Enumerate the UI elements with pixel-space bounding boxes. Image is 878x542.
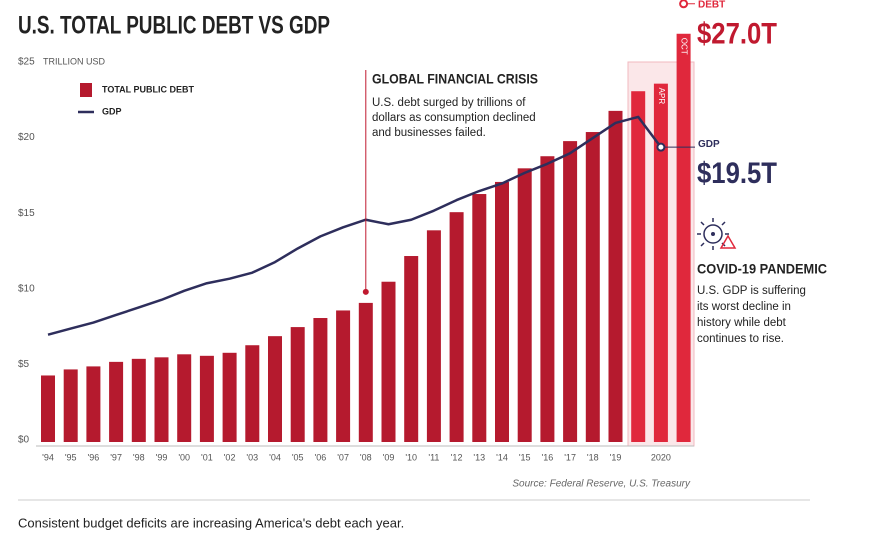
bar bbox=[268, 336, 282, 442]
bar bbox=[222, 352, 237, 442]
annotation-text: dollars as consumption declined bbox=[372, 112, 536, 124]
annotation-text: history while debt bbox=[697, 317, 787, 329]
bar bbox=[63, 369, 78, 442]
bar bbox=[631, 91, 646, 442]
x-tick-label: '00 bbox=[178, 452, 190, 462]
bar-label: APR bbox=[657, 88, 666, 105]
legend-swatch bbox=[80, 83, 92, 97]
callout-label: GDP bbox=[698, 139, 720, 150]
y-tick-label: $20 bbox=[18, 132, 35, 143]
x-tick-label: '12 bbox=[451, 452, 463, 462]
x-tick-label: '07 bbox=[337, 452, 349, 462]
bar bbox=[653, 83, 668, 442]
x-tick-label: '99 bbox=[156, 452, 168, 462]
x-tick-label: '94 bbox=[42, 452, 54, 462]
bar bbox=[585, 132, 600, 443]
bar bbox=[608, 110, 623, 442]
x-tick-label: '05 bbox=[292, 452, 304, 462]
x-tick-label: '10 bbox=[405, 452, 417, 462]
x-tick-label: '03 bbox=[246, 452, 258, 462]
chart-title: U.S. TOTAL PUBLIC DEBT VS GDP bbox=[18, 12, 330, 40]
bar bbox=[449, 212, 464, 442]
bar bbox=[676, 33, 691, 442]
callout-label: DEBT bbox=[698, 0, 725, 10]
callout-value: $27.0T bbox=[697, 18, 777, 51]
annotation-text: its worst decline in bbox=[697, 301, 791, 313]
bar bbox=[41, 375, 55, 442]
bar bbox=[290, 327, 305, 442]
x-tick-label: '95 bbox=[65, 452, 77, 462]
caption: Consistent budget deficits are increasin… bbox=[18, 515, 404, 530]
annotation-title: COVID-19 PANDEMIC bbox=[697, 261, 827, 277]
x-tick-label: '09 bbox=[383, 452, 395, 462]
gdp-line bbox=[47, 115, 662, 336]
bar bbox=[404, 256, 419, 442]
bar bbox=[109, 361, 124, 442]
bar bbox=[245, 345, 260, 442]
bar bbox=[131, 358, 146, 442]
bar bbox=[563, 141, 578, 442]
x-tick-label: '14 bbox=[496, 452, 508, 462]
bar-label: OCT bbox=[679, 38, 688, 55]
annotation-text: continues to rise. bbox=[697, 333, 784, 345]
annotation-text: and businesses failed. bbox=[372, 127, 486, 139]
x-tick-label: '06 bbox=[315, 452, 327, 462]
bar bbox=[86, 366, 101, 442]
y-tick-label: $5 bbox=[18, 359, 30, 370]
x-tick-label: '16 bbox=[542, 452, 554, 462]
x-tick-label: '98 bbox=[133, 452, 145, 462]
x-tick-label: '04 bbox=[269, 452, 281, 462]
x-tick-label: '97 bbox=[110, 452, 122, 462]
bar bbox=[313, 318, 328, 442]
bar bbox=[472, 194, 487, 442]
callout-dot bbox=[679, 0, 689, 9]
annotation-text: U.S. debt surged by trillions of bbox=[372, 97, 526, 109]
y-unit: TRILLION USD bbox=[43, 56, 106, 66]
annotation-title: GLOBAL FINANCIAL CRISIS bbox=[372, 71, 538, 87]
legend-label: GDP bbox=[102, 106, 122, 116]
group-label: 2020 bbox=[651, 452, 671, 462]
bar bbox=[177, 354, 192, 442]
bar bbox=[540, 156, 555, 442]
x-tick-label: '13 bbox=[473, 452, 485, 462]
callout-value: $19.5T bbox=[697, 157, 777, 190]
annotation-dot bbox=[362, 288, 369, 295]
callout-dot bbox=[656, 142, 666, 152]
x-tick-label: '17 bbox=[564, 452, 576, 462]
source: Source: Federal Reserve, U.S. Treasury bbox=[512, 479, 691, 490]
bar bbox=[336, 310, 351, 442]
y-tick-label: $15 bbox=[18, 208, 35, 219]
bar bbox=[495, 181, 509, 442]
x-tick-label: '96 bbox=[88, 452, 100, 462]
legend-label: TOTAL PUBLIC DEBT bbox=[102, 84, 195, 94]
y-tick-label: $10 bbox=[18, 283, 35, 294]
bar bbox=[517, 168, 532, 442]
x-tick-label: '15 bbox=[519, 452, 531, 462]
bar bbox=[154, 357, 169, 442]
covid-icon bbox=[697, 218, 737, 250]
x-tick-label: '01 bbox=[201, 452, 213, 462]
annotation-text: U.S. GDP is suffering bbox=[697, 285, 806, 297]
x-tick-label: '19 bbox=[610, 452, 622, 462]
bar bbox=[199, 355, 214, 442]
x-tick-label: '02 bbox=[224, 452, 236, 462]
x-tick-label: '18 bbox=[587, 452, 599, 462]
x-tick-label: '08 bbox=[360, 452, 372, 462]
bar bbox=[381, 281, 396, 442]
y-tick-label: $0 bbox=[18, 435, 30, 446]
bar bbox=[358, 302, 373, 442]
y-tick-label: $25 bbox=[18, 57, 35, 68]
x-tick-label: '11 bbox=[428, 452, 439, 462]
bar bbox=[426, 230, 441, 442]
